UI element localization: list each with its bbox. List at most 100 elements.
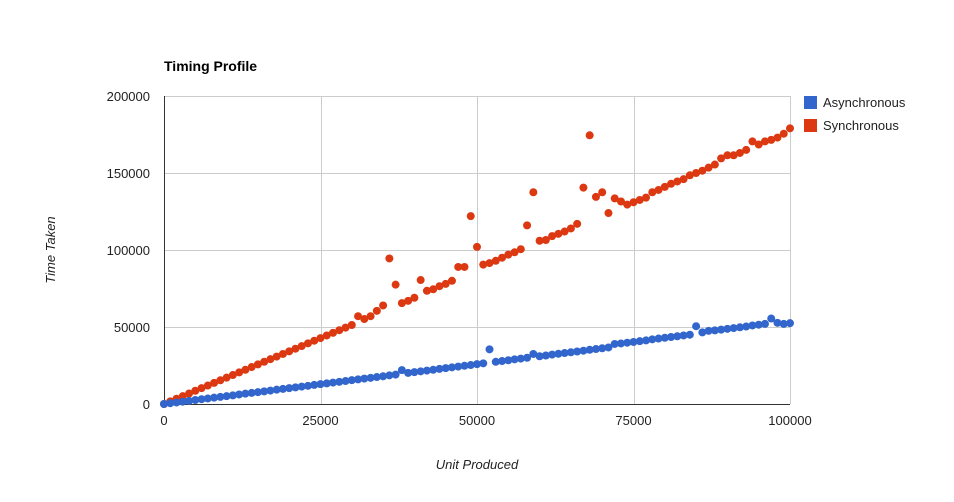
data-point[interactable] (717, 325, 726, 334)
data-point[interactable] (491, 357, 500, 366)
data-point[interactable] (222, 373, 231, 382)
data-point[interactable] (516, 354, 525, 363)
data-point[interactable] (479, 359, 488, 368)
data-point[interactable] (748, 321, 757, 330)
data-point[interactable] (172, 398, 181, 407)
data-point[interactable] (710, 160, 719, 169)
data-point[interactable] (685, 330, 694, 339)
data-point[interactable] (278, 384, 287, 393)
data-point[interactable] (773, 133, 782, 142)
data-point[interactable] (498, 357, 507, 366)
data-point[interactable] (278, 349, 287, 358)
data-point[interactable] (329, 378, 338, 387)
data-point[interactable] (366, 312, 375, 321)
data-point[interactable] (616, 197, 625, 206)
data-point[interactable] (360, 374, 369, 383)
data-point[interactable] (591, 345, 600, 354)
data-point[interactable] (710, 326, 719, 335)
legend-label-synchronous[interactable]: Synchronous (823, 118, 899, 133)
data-point[interactable] (779, 129, 788, 138)
data-point[interactable] (566, 224, 575, 233)
data-point[interactable] (247, 363, 256, 372)
data-point[interactable] (247, 388, 256, 397)
data-point[interactable] (454, 262, 463, 271)
data-point[interactable] (329, 328, 338, 337)
data-point[interactable] (272, 352, 281, 361)
data-point[interactable] (397, 366, 406, 375)
data-point[interactable] (285, 347, 294, 356)
data-point[interactable] (635, 337, 644, 346)
data-point[interactable] (354, 312, 363, 321)
data-point[interactable] (616, 339, 625, 348)
data-point[interactable] (779, 319, 788, 328)
data-point[interactable] (216, 376, 225, 385)
data-point[interactable] (235, 368, 244, 377)
data-point[interactable] (760, 319, 769, 328)
data-point[interactable] (385, 254, 394, 263)
data-point[interactable] (416, 367, 425, 376)
data-point[interactable] (629, 198, 638, 207)
data-point[interactable] (742, 322, 751, 331)
data-point[interactable] (228, 391, 237, 400)
data-point[interactable] (366, 373, 375, 382)
data-point[interactable] (303, 339, 312, 348)
data-point[interactable] (485, 345, 494, 354)
data-point[interactable] (185, 389, 194, 398)
data-point[interactable] (404, 296, 413, 305)
data-point[interactable] (598, 344, 607, 353)
data-point[interactable] (297, 382, 306, 391)
data-point[interactable] (479, 260, 488, 269)
data-point[interactable] (498, 253, 507, 262)
data-point[interactable] (548, 232, 557, 241)
data-point[interactable] (310, 380, 319, 389)
data-point[interactable] (698, 166, 707, 175)
data-point[interactable] (316, 380, 325, 389)
data-point[interactable] (203, 381, 212, 390)
data-point[interactable] (529, 349, 538, 358)
data-point[interactable] (679, 331, 688, 340)
data-point[interactable] (341, 377, 350, 386)
data-point[interactable] (560, 349, 569, 358)
data-point[interactable] (548, 350, 557, 359)
data-point[interactable] (585, 131, 594, 140)
legend-label-asynchronous[interactable]: Asynchronous (823, 95, 906, 110)
data-point[interactable] (754, 140, 763, 149)
data-point[interactable] (253, 360, 262, 369)
data-point[interactable] (642, 336, 651, 345)
data-point[interactable] (372, 373, 381, 382)
data-point[interactable] (754, 320, 763, 329)
data-point[interactable] (566, 348, 575, 357)
data-point[interactable] (654, 185, 663, 194)
data-point[interactable] (529, 188, 538, 197)
data-point[interactable] (510, 248, 519, 257)
data-point[interactable] (197, 395, 206, 404)
data-point[interactable] (216, 392, 225, 401)
data-point[interactable] (391, 280, 400, 289)
data-point[interactable] (435, 364, 444, 373)
data-point[interactable] (541, 235, 550, 244)
data-point[interactable] (197, 384, 206, 393)
data-point[interactable] (241, 365, 250, 374)
data-point[interactable] (178, 392, 187, 401)
data-point[interactable] (185, 396, 194, 405)
data-point[interactable] (441, 364, 450, 373)
data-point[interactable] (379, 372, 388, 381)
data-point[interactable] (429, 285, 438, 294)
data-point[interactable] (729, 151, 738, 160)
data-point[interactable] (266, 386, 275, 395)
data-point[interactable] (191, 395, 200, 404)
data-point[interactable] (335, 377, 344, 386)
data-point[interactable] (604, 343, 613, 352)
data-point[interactable] (391, 370, 400, 379)
data-point[interactable] (673, 177, 682, 186)
data-point[interactable] (341, 323, 350, 332)
data-point[interactable] (604, 209, 613, 218)
data-point[interactable] (460, 262, 469, 271)
data-point[interactable] (786, 319, 794, 328)
data-point[interactable] (786, 124, 794, 133)
data-point[interactable] (629, 337, 638, 346)
data-point[interactable] (260, 357, 269, 366)
data-point[interactable] (466, 361, 475, 370)
data-point[interactable] (404, 368, 413, 377)
data-point[interactable] (554, 349, 563, 358)
